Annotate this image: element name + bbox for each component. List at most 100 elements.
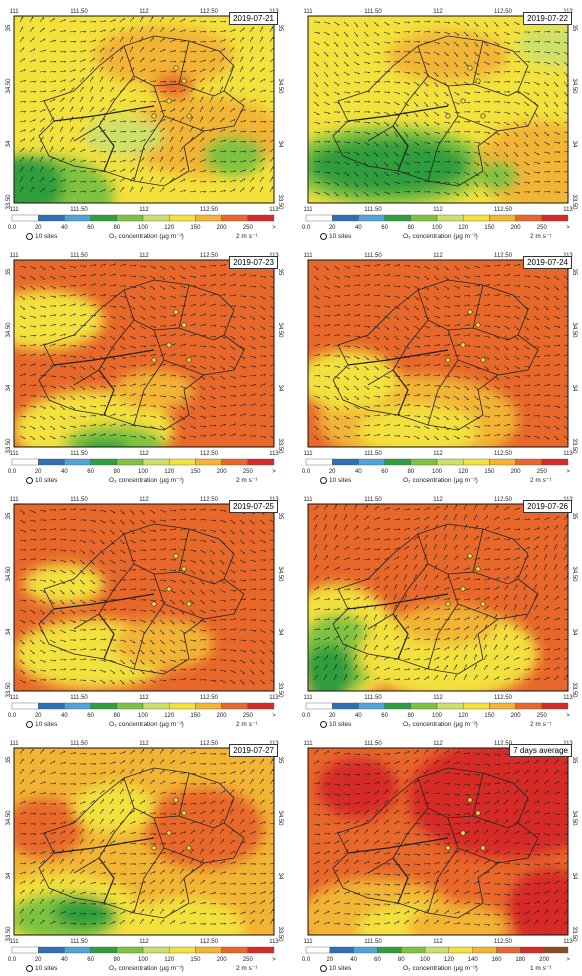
colorbar-tick-label: 200 <box>511 469 522 475</box>
lon-tick-bottom: 113 <box>563 695 573 701</box>
lat-tick-left: 34.50 <box>6 566 12 582</box>
county-boundary <box>347 349 449 416</box>
lon-tick-top: 111 <box>303 9 313 15</box>
colorbar-swatch <box>11 214 39 222</box>
colorbar-swatch <box>38 702 65 710</box>
colorbar-swatch <box>142 702 170 710</box>
lat-tick-right: 35 <box>277 25 283 32</box>
lat-tick-right: 33.50 <box>571 194 577 210</box>
colorbar-area: 0.0 20 40 60 80 100 120 150 200 250 >10 sites O₃ co… <box>298 214 578 244</box>
lat-tick-left: 34 <box>6 384 12 391</box>
lon-tick-top: 112 <box>433 497 443 503</box>
lon-tick-top: 111.50 <box>70 253 88 259</box>
lon-tick-bottom: 113 <box>269 695 279 701</box>
colorbar-swatch <box>247 702 275 710</box>
colorbar-swatch <box>90 458 117 466</box>
colorbar-tick-label: 150 <box>190 225 201 231</box>
site-circle-icon <box>320 965 327 972</box>
colorbar-tick-label: 40 <box>61 957 68 963</box>
colorbar-swatch <box>410 214 438 222</box>
colorbar-tick-label: 160 <box>492 957 503 963</box>
monitoring-site-marker <box>181 78 187 84</box>
colorbar-tick-label: > <box>566 957 570 963</box>
panel-date-label: 2019-07-26 <box>523 500 572 513</box>
colorbar-tick-label: 100 <box>138 225 149 231</box>
site-circle-icon <box>26 233 33 240</box>
colorbar-tick-label: 100 <box>432 225 443 231</box>
colorbar: 0.0 20 40 60 80 100 120 140 160 180 200 > <box>302 946 570 963</box>
lon-tick-bottom: 111.50 <box>70 695 88 701</box>
colorbar-swatch <box>38 946 65 954</box>
colorbar-tick-label: 0.0 <box>302 469 311 475</box>
map-area: 111111111.50111.50112112112.50112.501131… <box>4 494 284 701</box>
lon-tick-bottom: 113 <box>563 939 573 945</box>
concentration-region <box>308 644 353 691</box>
panel-date-label: 2019-07-23 <box>229 256 278 269</box>
wind-scale-label: 2 m s⁻¹ <box>530 233 552 240</box>
wind-scale-label: 2 m s⁻¹ <box>530 477 552 484</box>
sites-label: 10 sites <box>35 721 58 729</box>
colorbar-area: 0.0 20 40 60 80 100 120 150 200 250 >10 sites O₃ co… <box>298 458 578 488</box>
colorbar-swatch <box>195 946 222 954</box>
lon-tick-bottom: 112 <box>433 695 443 701</box>
site-circle-icon <box>26 477 33 484</box>
concentration-region <box>154 74 194 98</box>
lon-tick-top: 111 <box>9 741 19 747</box>
lat-tick-right: 33.50 <box>277 682 283 698</box>
colorbar-tick-label: 40 <box>61 713 68 719</box>
concentration-region <box>14 290 104 350</box>
lat-tick-right: 33.50 <box>571 682 577 698</box>
sites-label: 10 sites <box>329 477 352 485</box>
lat-tick-left: 33.50 <box>6 194 12 210</box>
colorbar-swatch <box>168 946 196 954</box>
lat-tick-left: 35 <box>6 24 12 31</box>
lat-tick-left: 35 <box>6 512 12 519</box>
lon-tick-top: 111.50 <box>70 9 88 15</box>
site-circle-icon <box>320 233 327 240</box>
lon-tick-bottom: 112.50 <box>494 451 513 457</box>
colorbar-swatch <box>116 214 144 222</box>
colorbar-swatch <box>247 214 275 222</box>
lat-tick-right: 33.50 <box>571 926 577 942</box>
colorbar-swatch <box>462 458 490 466</box>
colorbar-tick-label: 80 <box>398 957 405 963</box>
map-frame <box>13 503 275 692</box>
map-frame <box>13 15 275 204</box>
concentration-region <box>54 898 114 928</box>
colorbar-swatch <box>247 458 275 466</box>
map-area: 111111111.50111.50112112112.50112.501131… <box>4 250 284 457</box>
monitoring-site-marker <box>151 113 157 119</box>
colorbar-swatch <box>38 214 65 222</box>
colorbar-tick-label: 120 <box>164 713 175 719</box>
colorbar-tick-label: 150 <box>484 469 495 475</box>
colorbar-tick-label: 100 <box>138 713 149 719</box>
colorbar-swatch <box>64 946 91 954</box>
colorbar-swatch <box>305 458 333 466</box>
colorbar-swatch <box>462 702 490 710</box>
colorbar-swatch <box>448 946 473 954</box>
colorbar-tick-label: 0.0 <box>302 713 311 719</box>
concentration-region <box>478 161 518 191</box>
lon-tick-bottom: 111.50 <box>70 207 88 213</box>
colorbar-area: 0.0 20 40 60 80 100 120 140 160 180 200 >10 sites O₃… <box>298 946 578 976</box>
lon-tick-top: 111 <box>9 497 19 503</box>
colorbar: 0.0 20 40 60 80 100 120 150 200 250 > <box>8 458 276 475</box>
lon-tick-top: 111.50 <box>70 497 88 503</box>
concentration-region <box>518 26 568 66</box>
monitoring-site-marker <box>460 98 466 104</box>
lon-tick-bottom: 112.50 <box>200 207 219 213</box>
ozone-map: 111111111.50111.50112112112.50112.501131… <box>6 253 283 457</box>
lon-tick-top: 112 <box>433 741 443 747</box>
monitoring-site-marker <box>445 601 451 607</box>
colorbar-swatch <box>116 458 144 466</box>
sites-legend: 10 sites <box>26 233 57 241</box>
colorbar-swatch <box>64 214 91 222</box>
lon-tick-top: 111 <box>303 253 313 259</box>
colorbar-tick-label: 250 <box>243 225 254 231</box>
colorbar-swatch <box>247 946 275 954</box>
colorbar-swatch <box>305 946 331 954</box>
lon-tick-top: 111.50 <box>364 253 382 259</box>
lat-tick-right: 33.50 <box>277 194 283 210</box>
monitoring-site-marker <box>186 845 192 851</box>
lon-tick-bottom: 113 <box>563 451 573 457</box>
